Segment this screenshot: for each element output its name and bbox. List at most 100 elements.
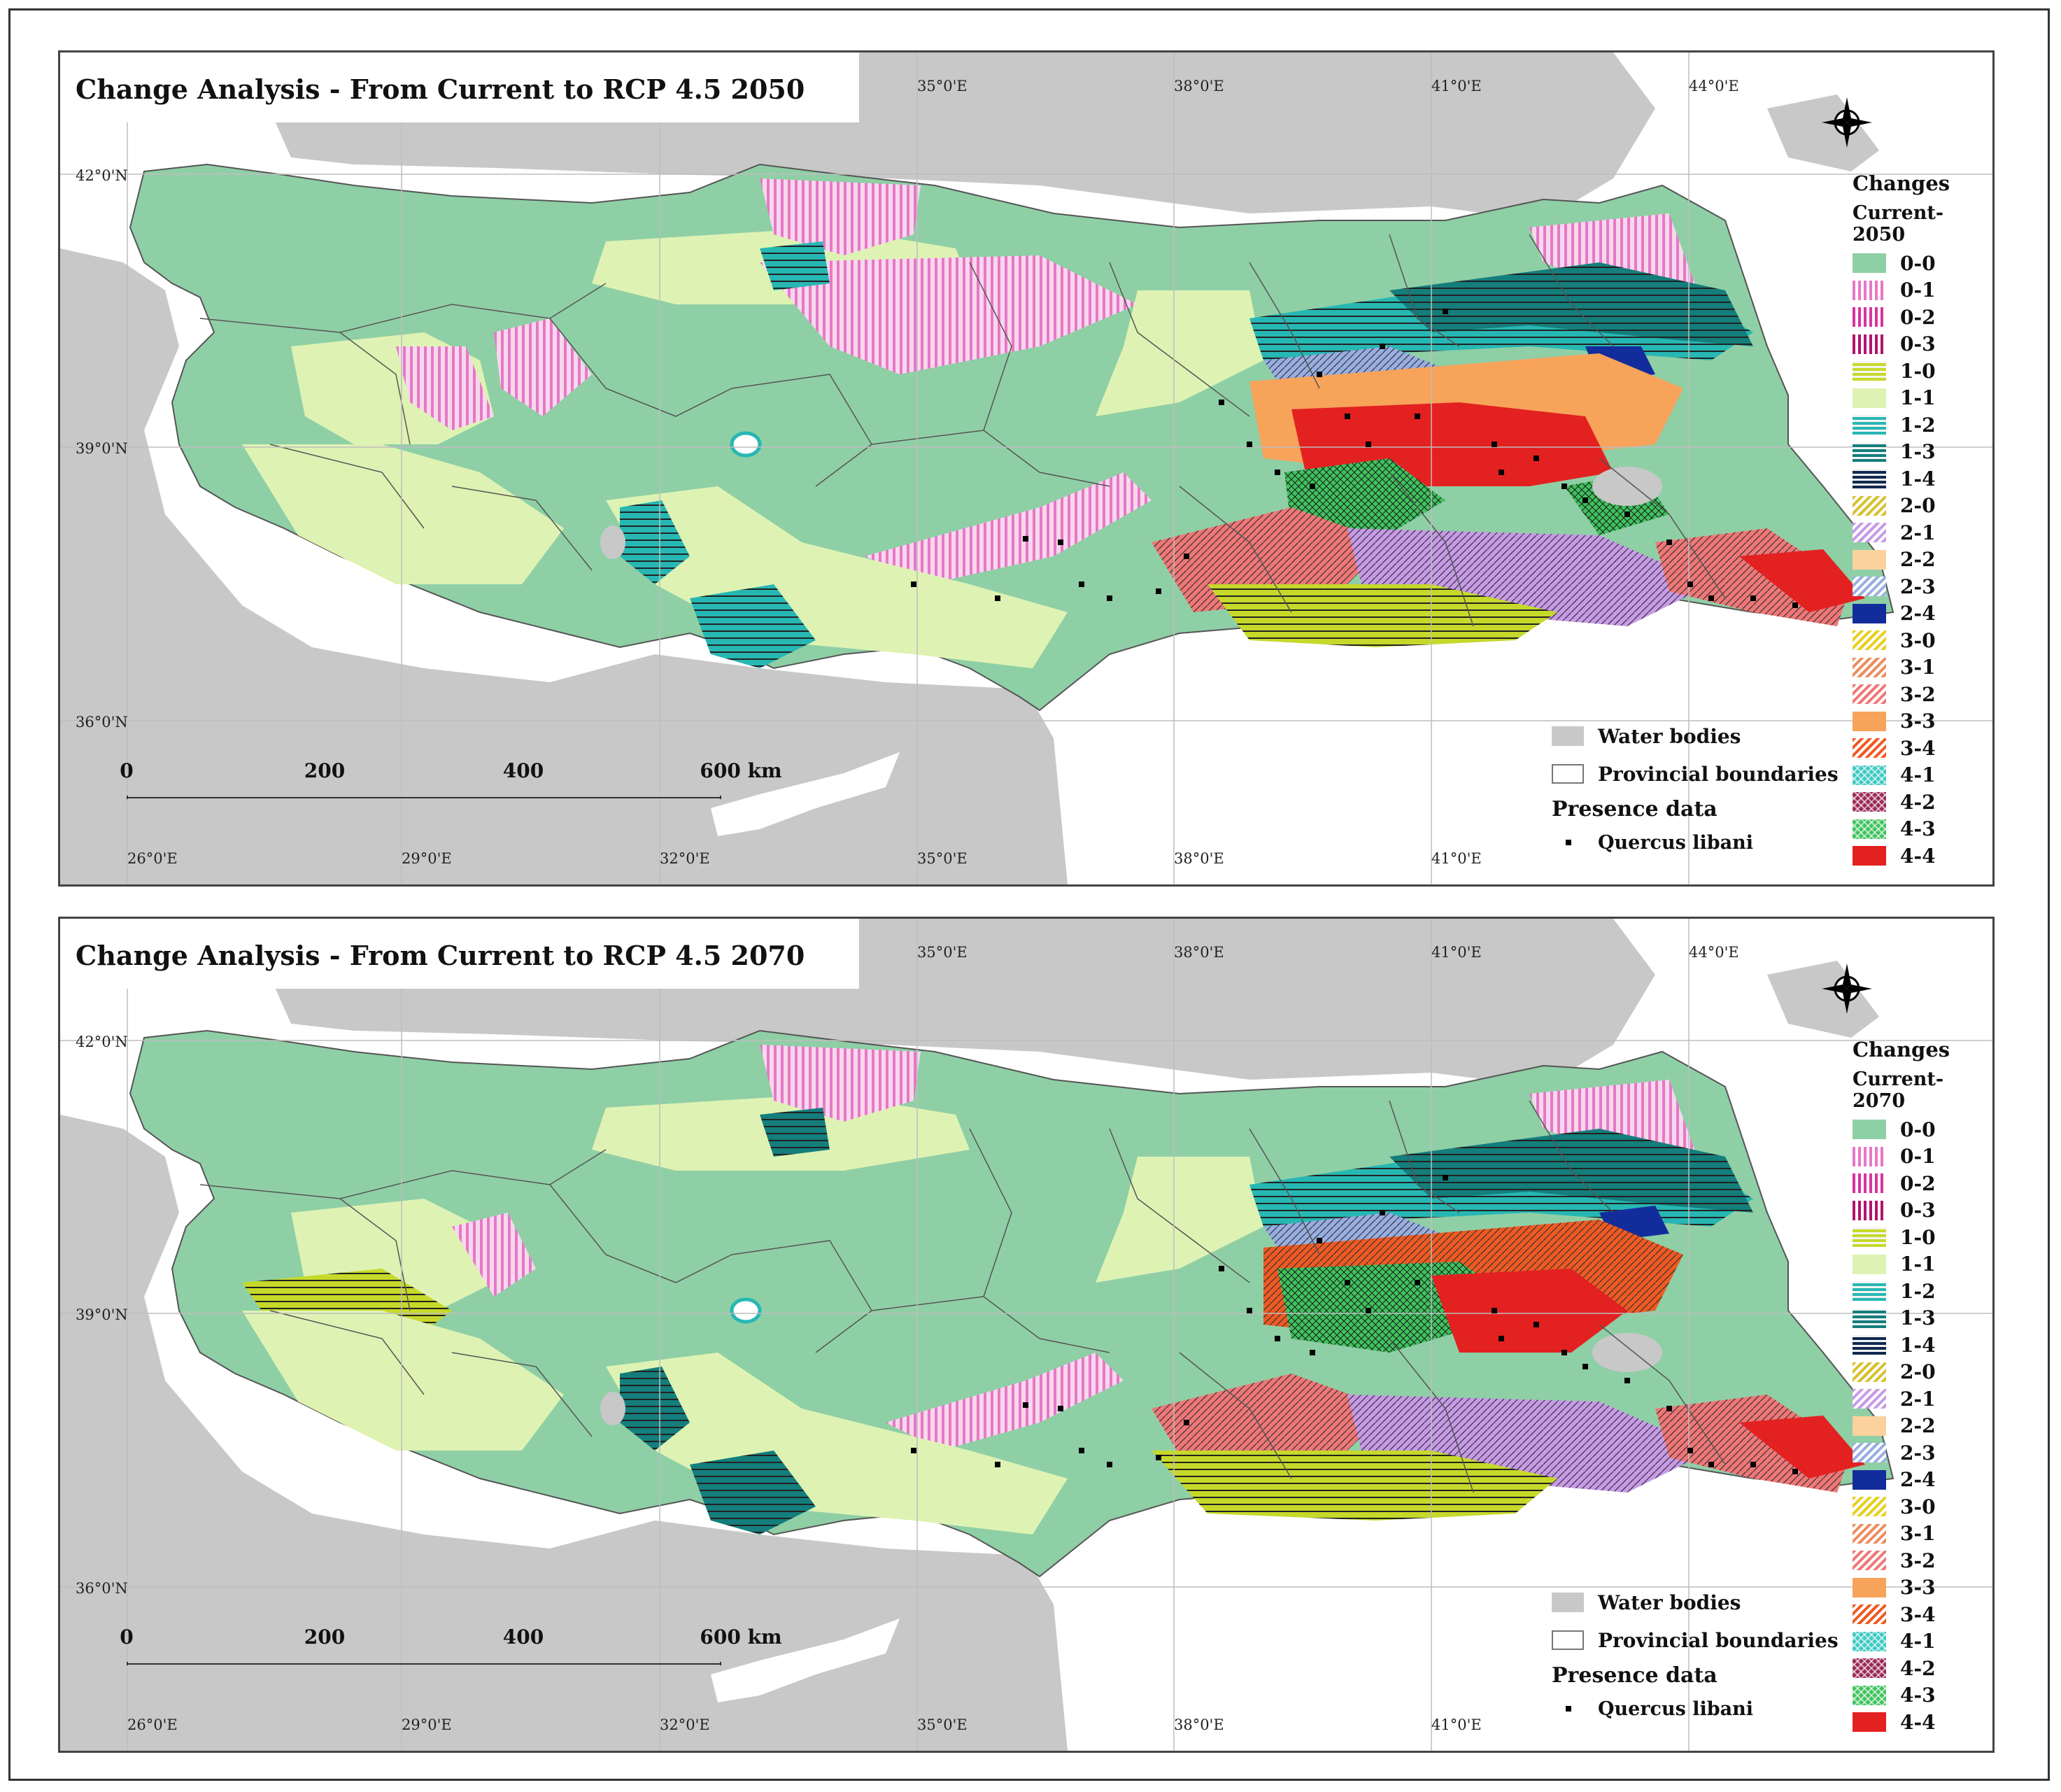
legend-item: 1-2	[1853, 1278, 1992, 1305]
legend-swatch	[1853, 846, 1886, 866]
legend-label: 1-2	[1900, 1279, 1936, 1303]
legend-label: 3-2	[1900, 1548, 1936, 1572]
legend-swatch	[1853, 1335, 1886, 1355]
legend-item: 2-4	[1853, 600, 1992, 628]
water-swatch	[1552, 1593, 1584, 1612]
legend-label: 1-1	[1900, 386, 1936, 410]
presence-point	[1184, 1420, 1189, 1425]
presence-point	[1275, 1336, 1280, 1341]
legend-swatch	[1853, 684, 1886, 705]
presence-point	[1023, 536, 1028, 542]
legend-label: 2-0	[1900, 494, 1936, 518]
legend-swatch	[1853, 1200, 1886, 1220]
legend-item: 2-0	[1853, 493, 1992, 520]
presence-point	[1275, 470, 1280, 475]
boundary-label: Provincial boundaries	[1598, 1628, 1839, 1652]
legend-swatch	[1853, 415, 1886, 435]
legend-item: 0-2	[1853, 304, 1992, 331]
legend-item: 1-3	[1853, 439, 1992, 466]
legend-item: 4-2	[1853, 789, 1992, 816]
species-label: Quercus libani	[1598, 1698, 1753, 1720]
legend-label: 3-3	[1900, 710, 1936, 733]
map-title: Change Analysis - From Current to RCP 4.…	[76, 73, 805, 105]
legend-label: 1-3	[1900, 440, 1936, 464]
water-label: Water bodies	[1598, 724, 1741, 748]
presence-point	[1058, 1406, 1063, 1411]
water-swatch	[1552, 726, 1584, 746]
legend-label: 2-2	[1900, 1414, 1936, 1438]
legend: Changes Current-2050 0-0 0-1 0-2 0-3 1-0 1-1 1…	[1853, 171, 1992, 870]
scale-tick: 200	[304, 1625, 346, 1649]
legend-item: 3-4	[1853, 1601, 1992, 1628]
presence-point	[1184, 553, 1189, 559]
legend-label: 0-1	[1900, 278, 1936, 302]
legend-label: 4-4	[1900, 1710, 1936, 1734]
presence-point	[1750, 595, 1756, 601]
legend-label: 0-3	[1900, 1199, 1936, 1222]
legend-label: 3-4	[1900, 1602, 1936, 1626]
presence-point	[1415, 414, 1420, 419]
legend-swatch	[1853, 253, 1886, 274]
legend-item: 3-0	[1853, 627, 1992, 654]
lon-label-bottom: 35°0'E	[917, 850, 968, 867]
presence-point	[1443, 1175, 1448, 1180]
legend-item: 1-0	[1853, 358, 1992, 385]
legend-swatch	[1853, 1497, 1886, 1517]
presence-point	[1079, 581, 1084, 587]
legend-label: 1-4	[1900, 1333, 1936, 1357]
legend-label: 2-2	[1900, 548, 1936, 572]
lat-label: 42°0'N	[76, 1033, 128, 1050]
presence-point	[1247, 442, 1252, 447]
legend-item: 3-3	[1853, 708, 1992, 735]
legend-item: 2-3	[1853, 1439, 1992, 1467]
legend-item: 3-3	[1853, 1574, 1992, 1602]
legend-label: 4-2	[1900, 1656, 1936, 1680]
presence-point	[1219, 400, 1224, 405]
scale-tick: 400	[502, 759, 544, 782]
legend-swatch	[1853, 1389, 1886, 1409]
legend-swatch	[1853, 1443, 1886, 1463]
map-canvas	[60, 919, 1992, 1751]
species-label: Quercus libani	[1598, 831, 1753, 854]
presence-point	[1666, 1406, 1672, 1411]
scale-tick: 0	[120, 759, 134, 782]
lat-label: 39°0'N	[76, 440, 128, 457]
boundary-label: Provincial boundaries	[1598, 762, 1839, 786]
legend-label: 2-3	[1900, 574, 1936, 598]
legend-label: 2-1	[1900, 1387, 1936, 1411]
lon-label-top: 41°0'E	[1431, 78, 1482, 94]
legend-swatch	[1853, 1712, 1886, 1733]
legend-swatch	[1853, 1604, 1886, 1625]
presence-point	[1492, 442, 1497, 447]
legend-label: 3-1	[1900, 656, 1936, 679]
map-panel-2050: Change Analysis - From Current to RCP 4.…	[58, 50, 1995, 887]
secondary-legend: Water bodies Provincial boundaries Prese…	[1552, 1583, 1839, 1721]
legend-label: 4-4	[1900, 844, 1936, 868]
legend-label: 1-1	[1900, 1253, 1936, 1276]
map-canvas	[60, 52, 1992, 884]
legend-label: 0-0	[1900, 1117, 1936, 1141]
legend-label: 3-0	[1900, 1495, 1936, 1518]
legend-item: 0-2	[1853, 1170, 1992, 1197]
legend-label: 3-1	[1900, 1522, 1936, 1546]
scale-tick: 600 km	[700, 759, 782, 782]
legend-item: 2-3	[1853, 573, 1992, 600]
legend-label: 2-1	[1900, 521, 1936, 544]
presence-heading: Presence data	[1552, 797, 1717, 821]
legend-label: 3-0	[1900, 628, 1936, 652]
legend-item: 3-1	[1853, 1521, 1992, 1548]
legend-label: 2-0	[1900, 1360, 1936, 1384]
legend-swatch	[1853, 630, 1886, 651]
presence-point	[1310, 1350, 1315, 1355]
lon-label-top: 38°0'E	[1174, 944, 1224, 961]
legend-label: 0-2	[1900, 1171, 1936, 1195]
presence-point	[1687, 1448, 1693, 1453]
legend-item: 1-2	[1853, 411, 1992, 439]
legend-item: 4-4	[1853, 842, 1992, 870]
legend-item: 1-4	[1853, 1332, 1992, 1359]
presence-point	[1582, 498, 1588, 503]
legend-label: 0-2	[1900, 305, 1936, 329]
lon-label-bottom: 29°0'E	[402, 1716, 452, 1733]
presence-point	[1415, 1280, 1420, 1285]
legend: Changes Current-2070 0-0 0-1 0-2 0-3 1-0 1-1 1…	[1853, 1038, 1992, 1736]
